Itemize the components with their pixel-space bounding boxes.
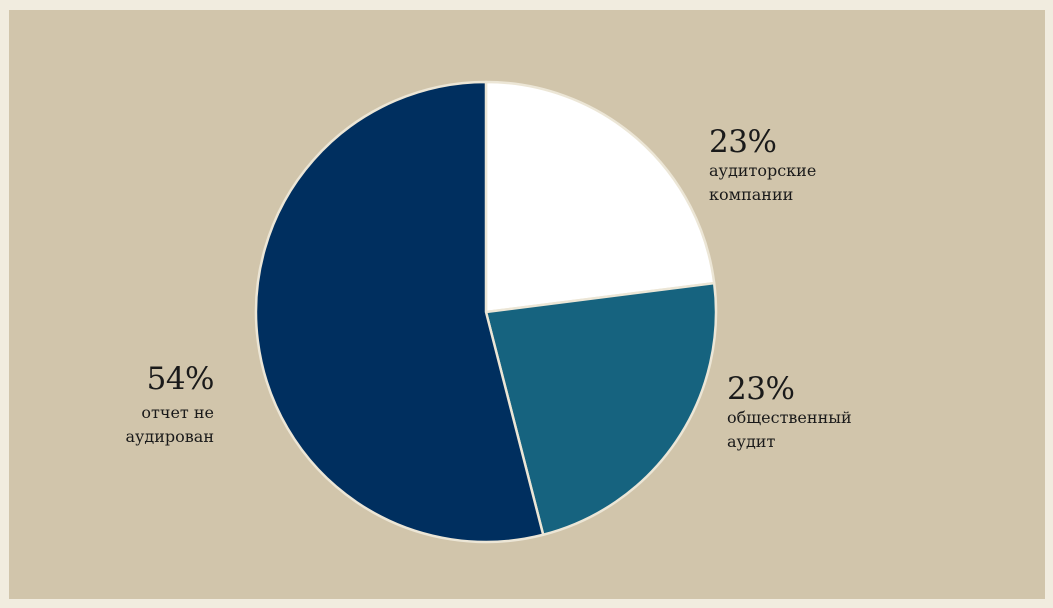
- pie-chart: [254, 80, 718, 544]
- slice-label-public-audit: 23% общественный аудит: [727, 372, 897, 454]
- pie-slice-2: [254, 80, 545, 544]
- chart-panel: 23% аудиторские компании 23% общественны…: [9, 10, 1045, 599]
- slice-category-label: аудиторские компании: [709, 161, 817, 204]
- slice-value-label: 23%: [709, 124, 777, 160]
- pie-slice-1: [484, 281, 718, 537]
- slice-label-audit-companies: 23% аудиторские компании: [709, 125, 859, 207]
- slice-category-label: отчет не аудирован: [125, 403, 214, 446]
- slice-label-not-audited: 54% отчет не аудирован: [69, 362, 214, 449]
- slice-category-label: общественный аудит: [727, 408, 852, 451]
- slice-value-label: 54%: [146, 361, 215, 397]
- pie-slice-0: [484, 80, 716, 314]
- slice-value-label: 23%: [727, 371, 795, 407]
